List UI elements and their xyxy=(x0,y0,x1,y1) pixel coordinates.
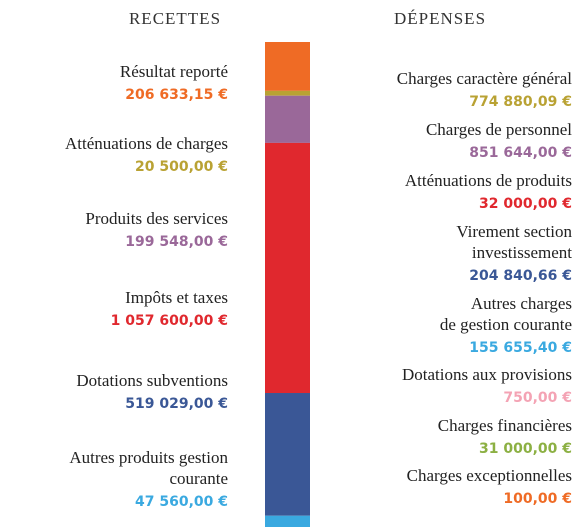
item-amount: 750,00 € xyxy=(503,390,572,406)
item-label: Charges exceptionnelles xyxy=(407,466,572,485)
bar-segment xyxy=(265,393,310,516)
item-amount: 199 548,00 € xyxy=(125,234,228,250)
item-amount: 519 029,00 € xyxy=(125,396,228,412)
item-label: Charges caractère général xyxy=(397,69,573,88)
item-label: Autres produits gestion xyxy=(69,448,228,467)
item-label: Dotations aux provisions xyxy=(402,365,572,384)
item-amount: 206 633,15 € xyxy=(125,87,228,103)
bar-segment xyxy=(265,95,310,143)
item-label: de gestion courante xyxy=(440,315,572,334)
item-label: Virement section xyxy=(456,222,572,241)
item-label: Autres charges xyxy=(471,294,572,313)
item-amount: 155 655,40 € xyxy=(469,340,572,356)
item-amount: 20 500,00 € xyxy=(135,159,228,175)
item-amount: 204 840,66 € xyxy=(469,268,572,284)
item-label: courante xyxy=(169,469,228,488)
item-amount: 47 560,00 € xyxy=(135,494,228,510)
item-amount: 100,00 € xyxy=(503,491,572,507)
bar-segment xyxy=(265,90,310,96)
item-label: Atténuations de charges xyxy=(65,134,228,153)
bar-segment xyxy=(265,142,310,394)
item-label: Charges de personnel xyxy=(426,120,572,139)
item-label: Impôts et taxes xyxy=(125,288,228,307)
bar-segment xyxy=(265,515,310,527)
item-amount: 1 057 600,00 € xyxy=(111,313,228,329)
item-label: Produits des services xyxy=(85,209,228,228)
bar-segment xyxy=(265,42,310,91)
item-amount: 32 000,00 € xyxy=(479,196,572,212)
item-label: investissement xyxy=(472,243,572,262)
item-amount: 774 880,09 € xyxy=(469,94,572,110)
item-amount: 851 644,00 € xyxy=(469,145,572,161)
heading: DÉPENSES xyxy=(394,9,486,28)
item-label: Résultat reporté xyxy=(120,62,228,81)
heading: RECETTES xyxy=(129,9,221,28)
item-label: Atténuations de produits xyxy=(405,171,572,190)
item-label: Dotations subventions xyxy=(76,371,228,390)
item-label: Charges financières xyxy=(438,416,572,435)
item-amount: 31 000,00 € xyxy=(479,441,572,457)
